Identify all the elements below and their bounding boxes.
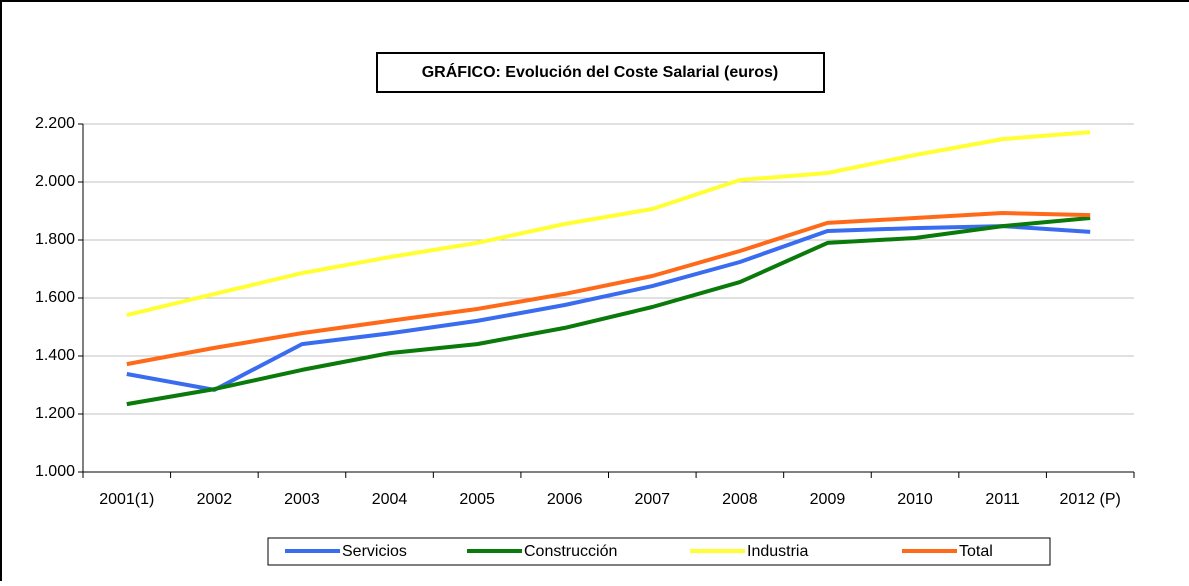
x-tick-label: 2003 bbox=[284, 491, 320, 508]
legend-label: Construcción bbox=[524, 543, 617, 560]
series-line bbox=[126, 211, 1091, 367]
y-tick-label: 2.200 bbox=[35, 115, 75, 132]
series-line bbox=[126, 216, 1091, 407]
y-tick-label: 1.800 bbox=[35, 231, 75, 248]
x-tick-label: 2010 bbox=[897, 491, 933, 508]
y-tick-label: 1.200 bbox=[35, 405, 75, 422]
x-tick-label: 2005 bbox=[459, 491, 495, 508]
x-tick-label: 2008 bbox=[722, 491, 758, 508]
x-tick-label: 2004 bbox=[372, 491, 408, 508]
x-tick-label: 2002 bbox=[197, 491, 233, 508]
legend-label: Total bbox=[959, 543, 993, 560]
chart-title: GRÁFICO: Evolución del Coste Salarial (e… bbox=[422, 62, 779, 81]
x-tick-label: 2011 bbox=[985, 491, 1020, 508]
legend-label: Servicios bbox=[342, 543, 407, 560]
legend-label: Industria bbox=[747, 543, 808, 560]
series-line bbox=[126, 224, 1091, 392]
x-tick-label: 2012 (P) bbox=[1060, 491, 1121, 508]
y-tick-label: 1.000 bbox=[35, 463, 75, 480]
y-tick-label: 1.400 bbox=[35, 347, 75, 364]
series-line bbox=[126, 130, 1091, 318]
y-tick-label: 2.000 bbox=[35, 173, 75, 190]
y-tick-label: 1.600 bbox=[35, 289, 75, 306]
x-tick-label: 2006 bbox=[547, 491, 583, 508]
title-box bbox=[376, 52, 825, 93]
x-tick-label: 2001(1) bbox=[99, 491, 154, 508]
x-tick-label: 2007 bbox=[634, 491, 670, 508]
x-tick-label: 2009 bbox=[810, 491, 846, 508]
